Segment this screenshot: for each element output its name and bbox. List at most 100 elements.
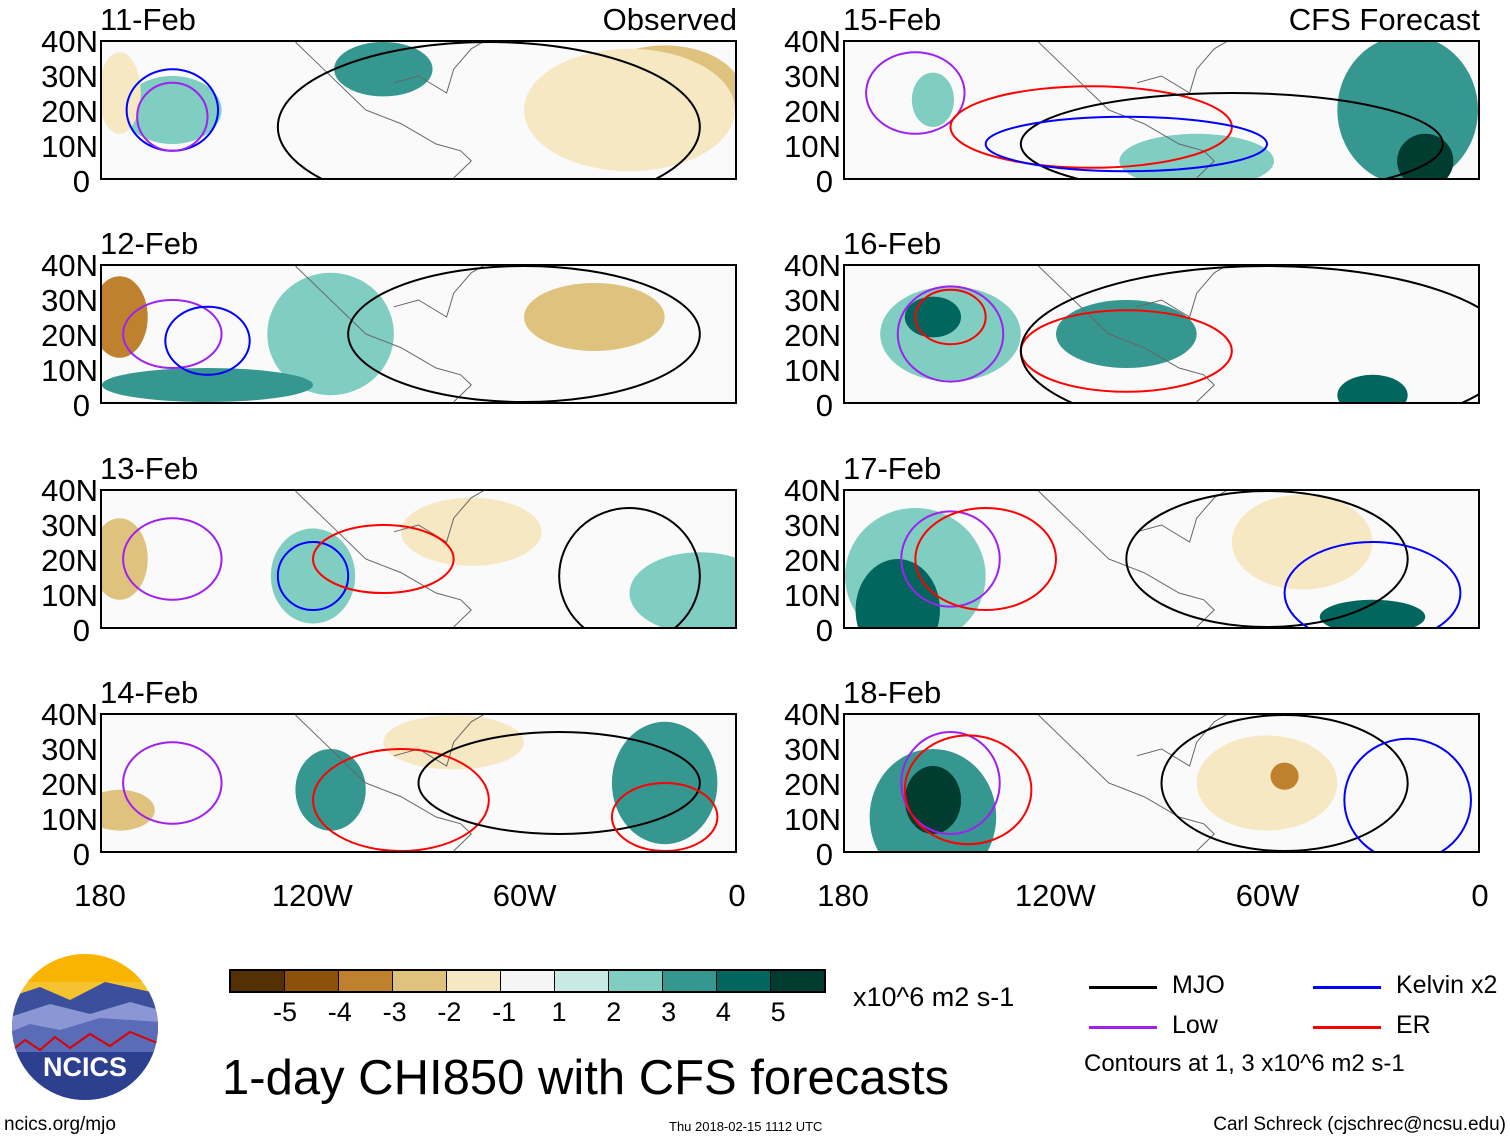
lat-tick-label: 30N (41, 732, 98, 767)
anomaly-shading (267, 272, 394, 396)
lon-tick-label: 120W (271, 878, 353, 913)
contour-line (896, 285, 1005, 383)
contour-line (312, 524, 455, 594)
contour-line (136, 81, 209, 152)
contour-line (276, 541, 350, 611)
panel-date: 11-Feb (100, 2, 196, 37)
lat-tick-label: 20N (784, 767, 841, 802)
footer-url[interactable]: ncics.org/mjo (4, 1114, 116, 1135)
colorbar-swatch (717, 971, 771, 991)
coastline (1038, 266, 1215, 402)
colorbar-label: 2 (606, 997, 622, 1027)
map-panel (100, 264, 737, 404)
coastline (393, 266, 484, 318)
contour-line (903, 734, 1033, 846)
contour-line (610, 782, 719, 851)
anomaly-shading (102, 518, 148, 600)
anomaly-shading (295, 749, 366, 831)
lat-tick-label: 0 (72, 837, 90, 872)
lat-tick-label: 0 (72, 164, 90, 199)
colorbar-swatch (771, 971, 824, 991)
colorbar-swatch (231, 971, 285, 991)
contour-line (312, 748, 490, 851)
lat-tick-label: 20N (41, 543, 98, 578)
lat-tick-label: 30N (784, 59, 841, 94)
map-panel (843, 40, 1480, 180)
footer-timestamp: Thu 2018-02-15 1112 UTC (669, 1119, 823, 1134)
lat-tick-label: 30N (41, 283, 98, 318)
coastline (1038, 42, 1215, 178)
contour-line (914, 288, 987, 346)
colorbar-swatch (285, 971, 339, 991)
legend-line (1313, 986, 1381, 989)
panel-date: 15-Feb (843, 2, 942, 37)
lat-tick-label: 20N (41, 318, 98, 353)
map-panel (100, 713, 737, 853)
contour-line (1343, 737, 1472, 851)
panel-header: Observed (602, 2, 737, 37)
lat-tick-label: 30N (784, 732, 841, 767)
contour-line (1125, 491, 1409, 627)
panel-date: 14-Feb (100, 675, 199, 710)
ncics-logo: NCICS (12, 954, 158, 1100)
contour-line (914, 507, 1058, 611)
contour-line (122, 517, 223, 601)
lat-tick-label: 30N (784, 508, 841, 543)
colorbar-swatch (393, 971, 447, 991)
anomaly-shading (904, 296, 962, 338)
contour-line (122, 741, 223, 825)
anomaly-shading (102, 789, 155, 831)
lon-tick-label: 0 (1471, 878, 1489, 913)
lat-tick-label: 20N (41, 767, 98, 802)
lat-tick-label: 10N (784, 353, 841, 388)
colorbar-swatch (501, 971, 555, 991)
legend-line (1313, 1026, 1381, 1029)
anomaly-shading (911, 72, 955, 127)
coastline (1136, 42, 1227, 94)
lat-tick-label: 10N (41, 129, 98, 164)
colorbar-units: x10^6 m2 s-1 (853, 982, 1015, 1012)
anomaly-shading (102, 368, 313, 402)
panel-date: 12-Feb (100, 226, 199, 261)
legend-line (1089, 986, 1157, 989)
lat-tick-label: 20N (41, 94, 98, 129)
coastline (1136, 491, 1227, 543)
anomaly-shading (1231, 494, 1373, 590)
legend-label: ER (1396, 1011, 1431, 1039)
lat-tick-label: 40N (41, 697, 98, 732)
lat-tick-label: 10N (41, 578, 98, 613)
anomaly-shading (524, 283, 665, 351)
colorbar-label: -3 (382, 997, 407, 1027)
colorbar-label: -4 (327, 997, 352, 1027)
lat-tick-label: 40N (784, 248, 841, 283)
lat-tick-label: 0 (815, 613, 833, 648)
anomaly-shading (270, 528, 356, 624)
lat-tick-label: 40N (41, 24, 98, 59)
legend-label: Kelvin x2 (1396, 971, 1498, 999)
colorbar-label: 1 (551, 997, 567, 1027)
anomaly-shading (904, 766, 962, 834)
contour-line (900, 510, 1001, 608)
lat-tick-label: 10N (41, 353, 98, 388)
lon-tick-label: 180 (74, 878, 126, 913)
legend-label: MJO (1172, 971, 1225, 999)
colorbar-swatch (339, 971, 393, 991)
colorbar-label: 4 (715, 997, 731, 1027)
anomaly-shading (629, 552, 735, 627)
lat-tick-label: 0 (72, 388, 90, 423)
anomaly-shading (400, 497, 542, 566)
colorbar-swatch (663, 971, 717, 991)
map-panel (843, 713, 1480, 853)
anomaly-shading (1337, 374, 1408, 402)
coastline (295, 491, 472, 627)
coastline (393, 491, 484, 543)
panel-date: 13-Feb (100, 451, 199, 486)
lon-tick-label: 60W (1235, 878, 1300, 913)
contour-note: Contours at 1, 3 x10^6 m2 s-1 (1084, 1050, 1405, 1077)
legend-label: Low (1172, 1011, 1218, 1039)
coastline (1136, 266, 1227, 318)
contour-line (417, 731, 701, 835)
contour-line (984, 115, 1269, 173)
colorbar-label: -2 (437, 997, 462, 1027)
lat-tick-label: 20N (784, 318, 841, 353)
